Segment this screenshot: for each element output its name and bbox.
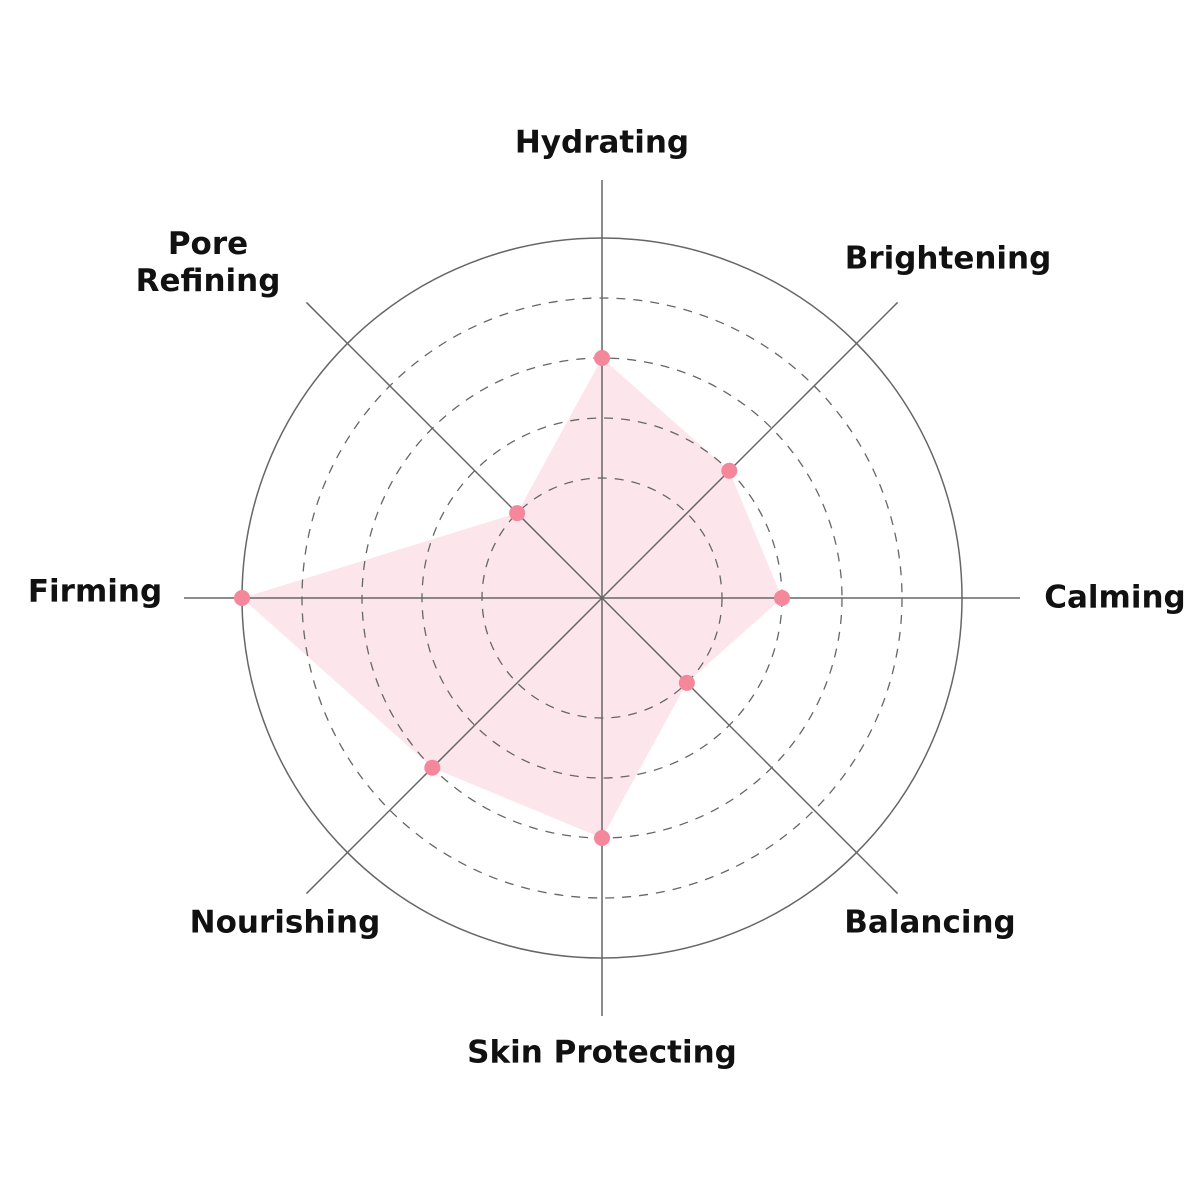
axis-label: Calming <box>1044 579 1186 616</box>
data-point <box>509 505 526 522</box>
axis-label: Hydrating <box>514 124 690 161</box>
axis-label: Pore Refining <box>135 226 281 299</box>
axis-label: Skin Protecting <box>467 1034 737 1071</box>
axis-label: Balancing <box>844 904 1016 941</box>
data-point <box>721 462 738 479</box>
axis-line <box>305 597 603 895</box>
axis-label: Firming <box>27 573 163 610</box>
data-point <box>678 674 695 691</box>
data-point <box>774 590 790 606</box>
axis-line <box>601 301 899 599</box>
axis-label: Nourishing <box>189 904 381 941</box>
data-point <box>234 590 250 606</box>
data-point <box>424 759 441 776</box>
axis-line <box>601 597 899 895</box>
axis-line <box>305 301 603 599</box>
data-point <box>594 350 610 366</box>
axis-label: Brightening <box>844 240 1052 277</box>
data-point <box>594 830 610 846</box>
